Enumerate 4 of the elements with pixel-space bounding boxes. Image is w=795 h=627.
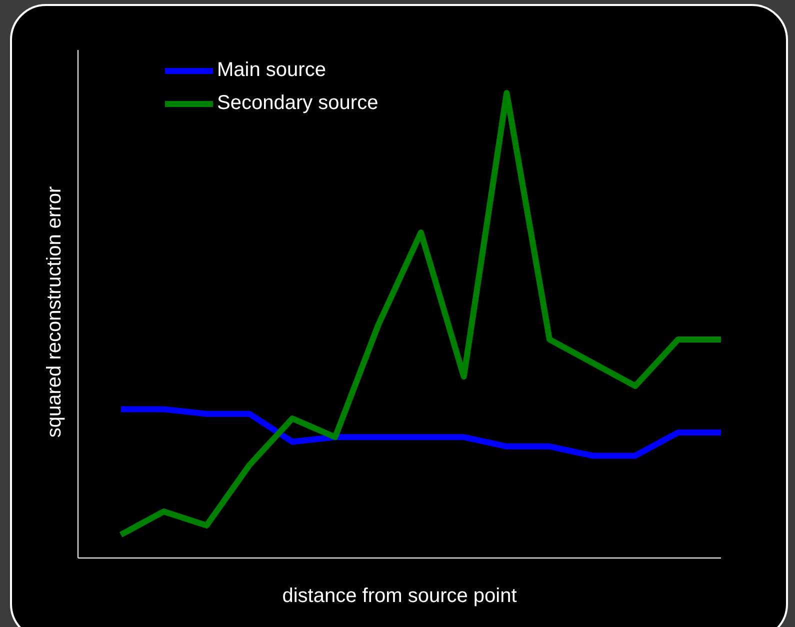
x-axis-title: distance from source point (281, 585, 518, 608)
legend-label: Secondary source (217, 92, 378, 115)
legend-label: Main source (217, 59, 326, 82)
y-axis-title: squared reconstruction error (44, 186, 66, 438)
